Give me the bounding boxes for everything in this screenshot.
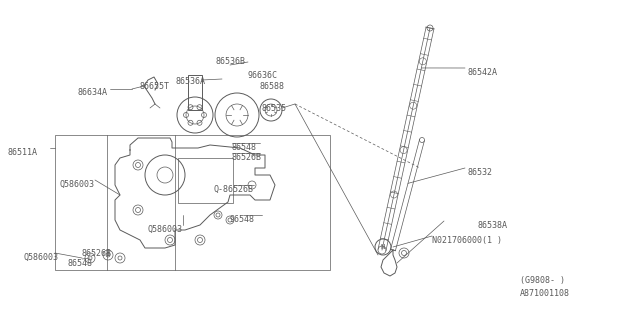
Text: (G9808- ): (G9808- ) (520, 276, 565, 285)
Text: 86548: 86548 (68, 259, 93, 268)
Text: 96548: 96548 (230, 215, 255, 224)
Text: Q586003: Q586003 (148, 225, 183, 234)
Bar (178, 158, 233, 203)
Text: 86588: 86588 (259, 82, 284, 91)
Text: 86536B: 86536B (215, 57, 245, 66)
Text: 86536A: 86536A (175, 77, 205, 86)
Bar (188, 75, 202, 110)
Text: Q586003: Q586003 (24, 253, 59, 262)
Text: 86548: 86548 (232, 143, 257, 152)
Text: 86511A: 86511A (8, 148, 38, 157)
Text: 86526B: 86526B (232, 153, 262, 162)
Text: 86542A: 86542A (468, 68, 498, 77)
Text: 86526B: 86526B (82, 249, 112, 258)
Text: 96636C: 96636C (247, 71, 277, 80)
Text: N021706000(1 ): N021706000(1 ) (432, 236, 502, 245)
Text: A871001108: A871001108 (520, 289, 570, 298)
Text: 86532: 86532 (468, 168, 493, 177)
Text: Q-86526B: Q-86526B (213, 185, 253, 194)
Text: 86655T: 86655T (139, 82, 169, 91)
Bar (55, 135, 330, 270)
Text: Q586003: Q586003 (59, 180, 94, 189)
Text: 86634A: 86634A (78, 88, 108, 97)
Text: N: N (381, 244, 385, 250)
Text: 86535: 86535 (262, 104, 287, 113)
Text: 86538A: 86538A (478, 221, 508, 230)
